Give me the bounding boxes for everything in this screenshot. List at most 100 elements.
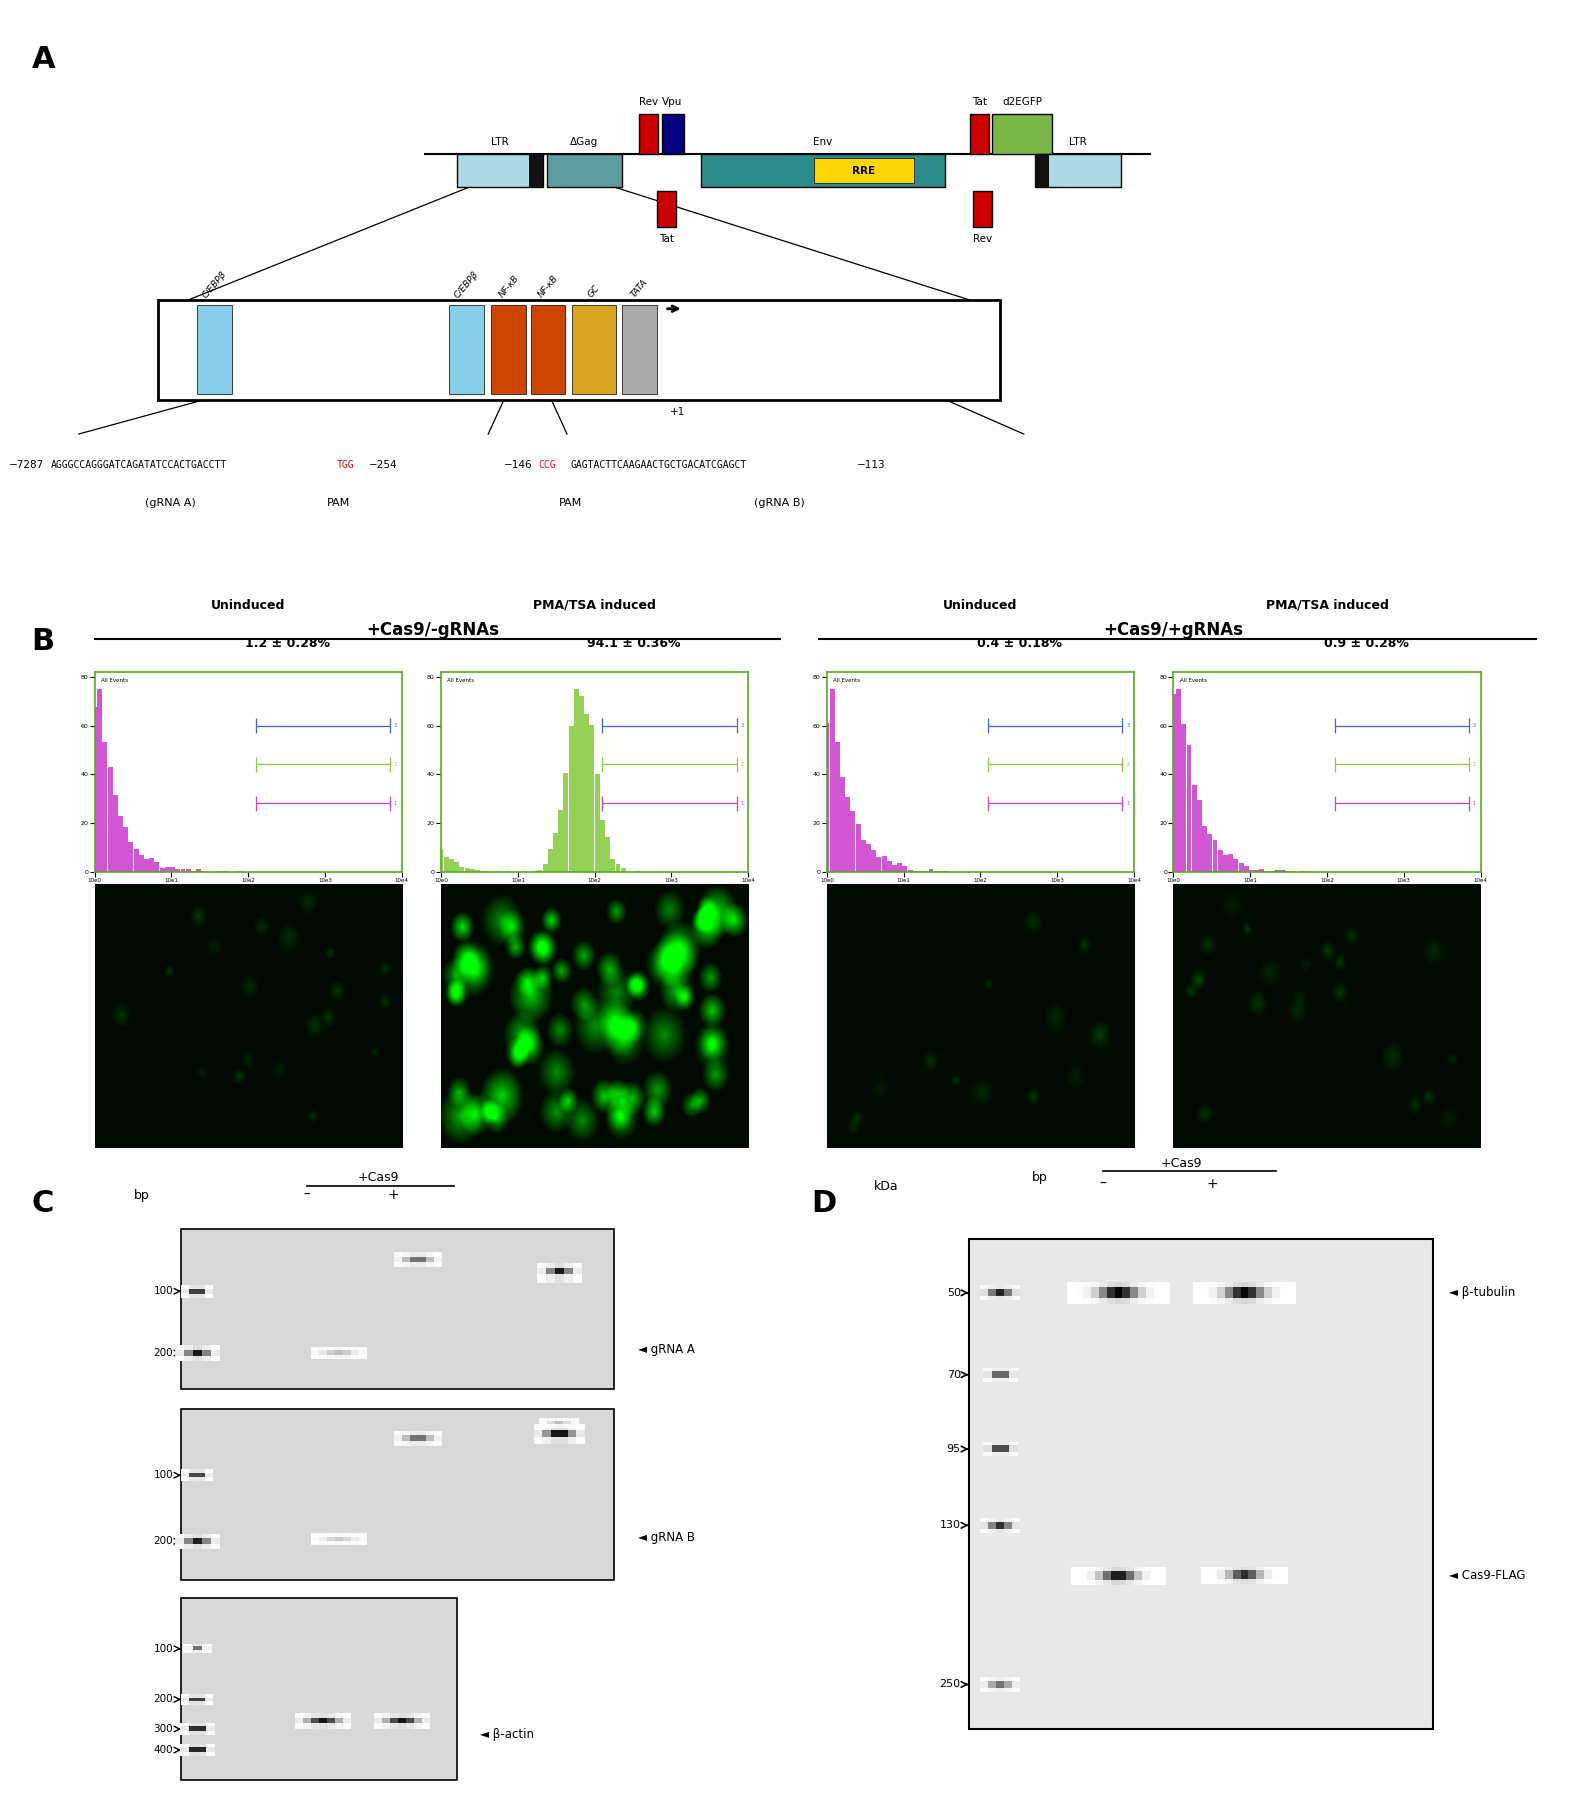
Bar bbox=[181, 1229, 614, 1389]
Text: 1.2 ± 0.28%: 1.2 ± 0.28% bbox=[246, 637, 329, 650]
Text: Vpu: Vpu bbox=[663, 96, 682, 107]
Bar bbox=[537, 870, 542, 872]
Text: Control: Control bbox=[553, 1258, 565, 1302]
Text: 70: 70 bbox=[947, 1369, 961, 1380]
Bar bbox=[139, 855, 143, 872]
Bar bbox=[850, 812, 855, 872]
Text: 200: 200 bbox=[154, 1536, 173, 1545]
Text: 1: 1 bbox=[394, 801, 397, 806]
Bar bbox=[929, 870, 934, 872]
Bar bbox=[154, 863, 159, 872]
Text: 3: 3 bbox=[1126, 723, 1129, 728]
Bar bbox=[1186, 745, 1191, 872]
Bar bbox=[98, 688, 102, 872]
Bar bbox=[159, 868, 165, 872]
Text: 400: 400 bbox=[154, 1745, 173, 1754]
Text: +Cas9/+gRNAs: +Cas9/+gRNAs bbox=[1104, 621, 1243, 639]
Bar bbox=[170, 868, 175, 872]
Bar bbox=[1244, 866, 1249, 872]
Bar bbox=[129, 843, 134, 872]
Text: +Cas9: +Cas9 bbox=[358, 1171, 398, 1184]
X-axis label: Green Fluorescence (GRN-HLog): Green Fluorescence (GRN-HLog) bbox=[936, 886, 1025, 890]
Bar bbox=[553, 834, 558, 872]
Bar bbox=[830, 688, 835, 872]
Bar bbox=[616, 864, 621, 872]
Text: A: A bbox=[32, 45, 55, 74]
Bar bbox=[529, 154, 543, 187]
Bar bbox=[992, 114, 1052, 154]
Bar bbox=[113, 795, 118, 872]
Bar bbox=[543, 864, 548, 872]
Bar bbox=[839, 777, 844, 872]
Text: PAM: PAM bbox=[328, 498, 350, 508]
Bar bbox=[531, 305, 565, 394]
Bar bbox=[564, 772, 569, 872]
Bar bbox=[460, 868, 465, 872]
Text: 300: 300 bbox=[154, 1723, 173, 1734]
Bar bbox=[657, 191, 676, 227]
Text: 2: 2 bbox=[1473, 763, 1476, 766]
Text: 250: 250 bbox=[940, 1680, 961, 1689]
Text: ◄ gRNA B: ◄ gRNA B bbox=[638, 1531, 695, 1544]
Bar bbox=[197, 305, 232, 394]
Bar bbox=[610, 859, 616, 872]
Text: All Events: All Events bbox=[101, 677, 128, 683]
Bar bbox=[91, 706, 98, 872]
Text: 95: 95 bbox=[947, 1444, 961, 1455]
Text: AGGGCCAGGGATCAGATATCCACTGACCTT: AGGGCCAGGGATCAGATATCCACTGACCTT bbox=[50, 459, 227, 470]
Bar bbox=[123, 826, 128, 872]
Text: −146: −146 bbox=[504, 459, 532, 470]
Bar bbox=[1249, 870, 1254, 872]
Bar bbox=[584, 714, 589, 872]
Bar bbox=[621, 868, 625, 872]
Bar bbox=[572, 305, 616, 394]
Text: 1: 1 bbox=[740, 801, 743, 806]
Text: PMA/TSA induced: PMA/TSA induced bbox=[1265, 599, 1389, 612]
Bar bbox=[175, 870, 180, 872]
Bar bbox=[573, 688, 580, 872]
Bar bbox=[1233, 859, 1238, 872]
Bar bbox=[1280, 870, 1285, 872]
Bar bbox=[1177, 688, 1181, 872]
Bar bbox=[444, 857, 449, 872]
Text: 0.9 ± 0.28%: 0.9 ± 0.28% bbox=[1325, 637, 1408, 650]
Text: ◄ gRNA A: ◄ gRNA A bbox=[638, 1342, 695, 1357]
Bar bbox=[181, 1598, 457, 1780]
Bar bbox=[580, 696, 584, 872]
Text: GC: GC bbox=[586, 283, 602, 300]
Bar bbox=[969, 1239, 1433, 1729]
Bar bbox=[1202, 826, 1206, 872]
Bar bbox=[197, 868, 202, 872]
Bar bbox=[662, 114, 684, 154]
Bar bbox=[589, 725, 594, 872]
Bar bbox=[1197, 801, 1202, 872]
Bar bbox=[1260, 868, 1265, 872]
Bar bbox=[457, 154, 543, 187]
Text: +Cas9/-gRNAs: +Cas9/-gRNAs bbox=[367, 621, 499, 639]
Text: LTR: LTR bbox=[491, 136, 509, 147]
Text: C/EBPβ: C/EBPβ bbox=[200, 269, 228, 300]
Text: ◄ β-tubulin: ◄ β-tubulin bbox=[1449, 1286, 1515, 1298]
Bar bbox=[862, 839, 866, 872]
Text: −113: −113 bbox=[857, 459, 885, 470]
Text: 3: 3 bbox=[1473, 723, 1476, 728]
Text: +: + bbox=[387, 1188, 400, 1202]
X-axis label: Green Fluorescence (GRN-HLog): Green Fluorescence (GRN-HLog) bbox=[1282, 886, 1372, 890]
Bar bbox=[887, 861, 891, 872]
Text: 100: 100 bbox=[154, 1286, 173, 1297]
Text: +1: +1 bbox=[669, 407, 685, 418]
Text: 3: 3 bbox=[394, 723, 397, 728]
X-axis label: Green Fluorescence (GRN-HLog): Green Fluorescence (GRN-HLog) bbox=[203, 886, 293, 890]
Text: 0.4 ± 0.18%: 0.4 ± 0.18% bbox=[978, 637, 1062, 650]
Text: kDa: kDa bbox=[874, 1180, 899, 1193]
Text: –: – bbox=[304, 1188, 310, 1202]
Bar bbox=[605, 837, 610, 872]
Text: Tat: Tat bbox=[972, 96, 988, 107]
Text: GAGTACTTCAAGAACTGCTGACATCGAGCT: GAGTACTTCAAGAACTGCTGACATCGAGCT bbox=[570, 459, 747, 470]
Bar bbox=[491, 305, 526, 394]
Bar bbox=[600, 819, 605, 872]
Text: TGG: TGG bbox=[337, 459, 354, 470]
Bar bbox=[454, 861, 458, 872]
Text: TATA: TATA bbox=[630, 278, 649, 300]
Bar bbox=[1228, 854, 1233, 872]
